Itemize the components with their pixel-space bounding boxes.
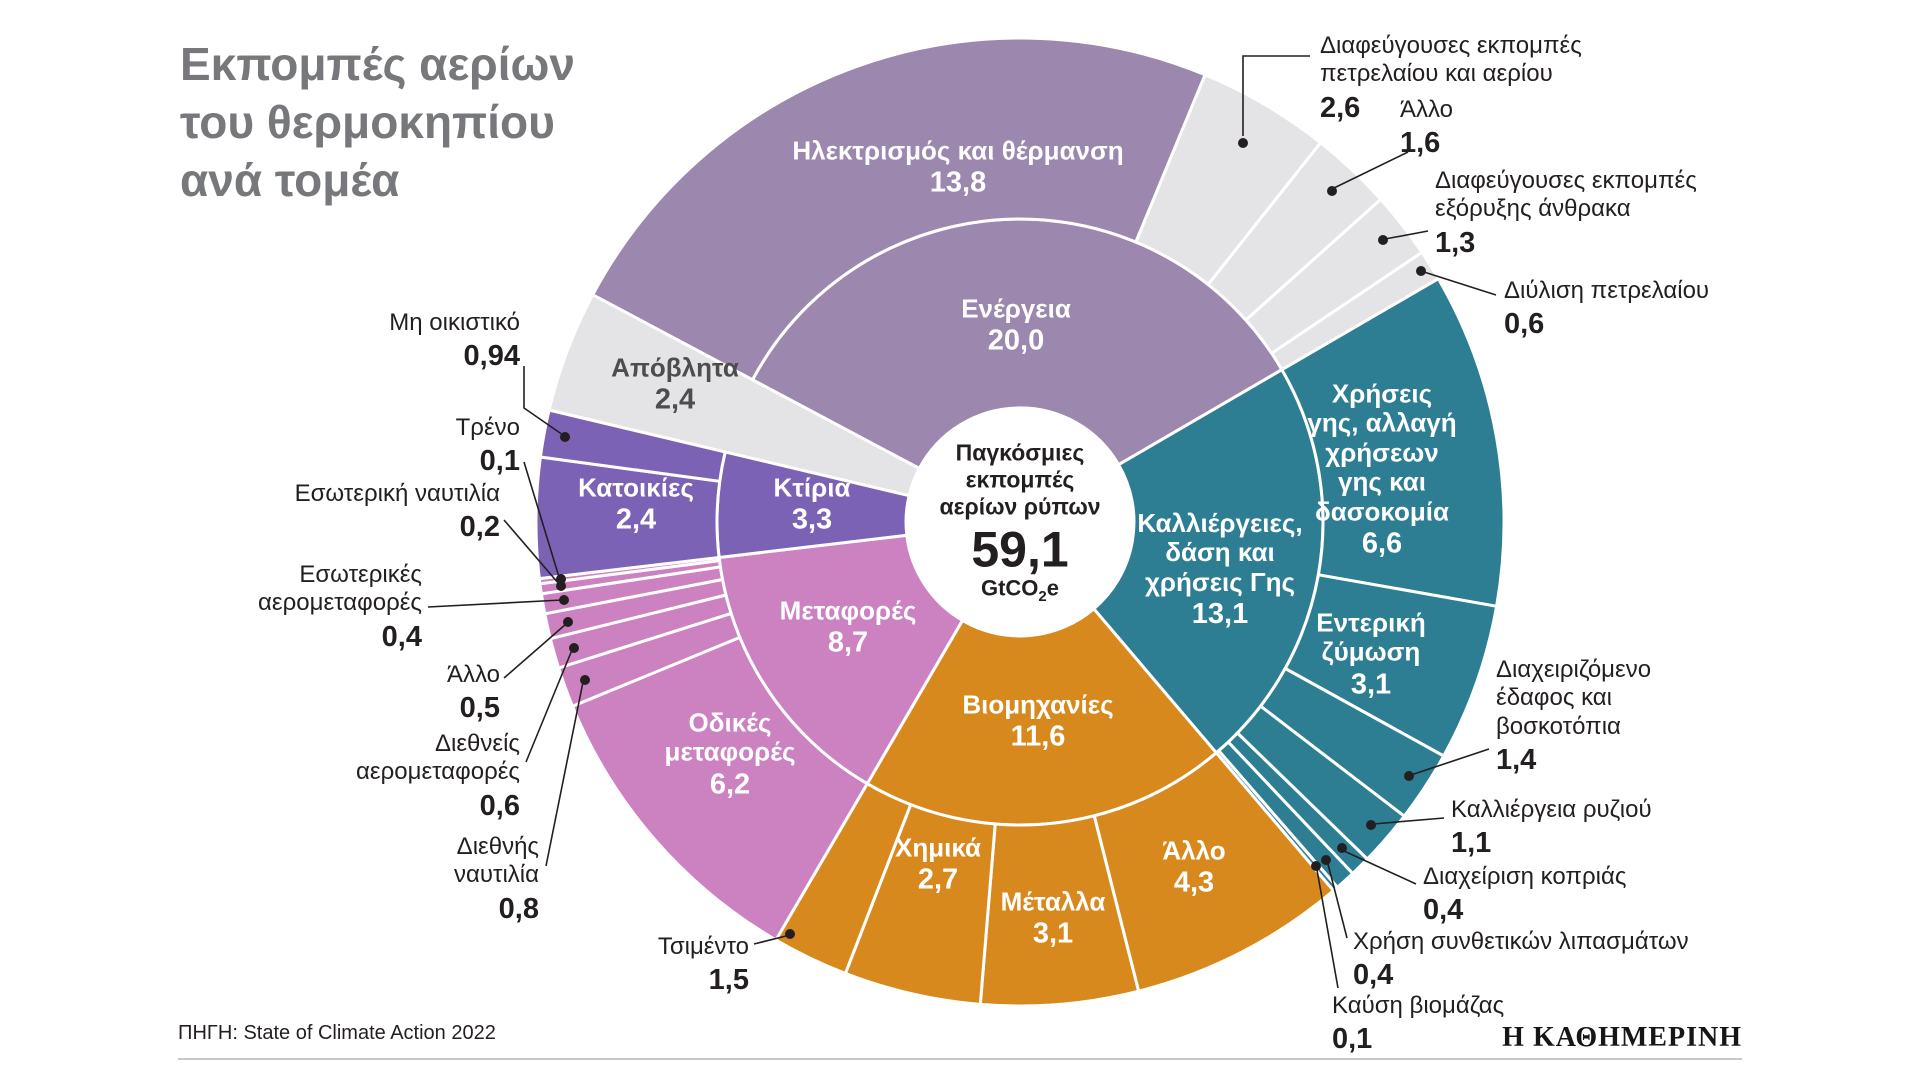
center-total-value: 59,1: [971, 521, 1069, 578]
callout-line-s3-c3: [503, 623, 567, 679]
callout-dot-s2-c3: [785, 929, 795, 939]
callout-dot-s3-c2: [569, 643, 579, 653]
callout-dot-s1-c5: [1321, 855, 1331, 865]
page-title: Εκπομπές αερίων του θερμοκηπίου ανά τομέ…: [180, 38, 575, 206]
callout-dot-s3-c4: [559, 595, 569, 605]
callout-line-s4-c1: [523, 366, 564, 436]
callout-dot-s0-c2: [1327, 186, 1337, 196]
callout-dot-s4-c1: [560, 432, 570, 442]
unit-suffix: e: [1046, 575, 1060, 601]
callout-line-s3-c5: [503, 519, 560, 585]
callout-line-s0-c1: [1242, 55, 1310, 136]
wedge-s5: [547, 293, 921, 498]
callout-line-s3-c2: [525, 649, 573, 763]
center-total-label: Παγκόσμιες εκπομπές αερίων ρύπων: [939, 439, 1101, 520]
callout-dot-s3-c1: [580, 675, 590, 685]
center-total-unit: GtCO2e: [915, 576, 1125, 604]
source-note: ΠΗΓΗ: State of Climate Action 2022: [178, 1022, 496, 1044]
callout-dot-s1-c2: [1404, 771, 1414, 781]
callout-line-s1-c6: [1316, 869, 1339, 989]
center-hole: [907, 409, 1133, 635]
center-total: Παγκόσμιες εκπομπές αερίων ρύπων 59,1 Gt…: [915, 439, 1125, 604]
unit-prefix: GtCO: [980, 575, 1039, 601]
callout-dot-s1-c6: [1311, 861, 1321, 871]
callout-line-s0-c4: [1423, 271, 1497, 296]
callout-line-s1-c3: [1372, 817, 1445, 825]
callout-line-s3-c4: [427, 599, 563, 608]
unit-subscript: 2: [1038, 587, 1047, 605]
wedge-s0-c0: [591, 36, 1207, 382]
callout-dot-s0-c1: [1238, 138, 1248, 148]
callout-line-s1-c5: [1327, 863, 1348, 939]
callout-line-s0-c2: [1333, 151, 1409, 189]
callout-dot-s3-c6: [556, 574, 566, 584]
callout-dot-s0-c3: [1378, 235, 1388, 245]
callout-dot-s1-c3: [1366, 820, 1376, 830]
callout-line-s0-c3: [1384, 230, 1429, 240]
callout-line-s3-c1: [545, 681, 584, 867]
callout-dot-s3-c3: [563, 617, 573, 627]
callout-dot-s0-c4: [1416, 266, 1426, 276]
callout-line-s1-c4: [1343, 850, 1417, 885]
callout-dot-s1-c4: [1337, 843, 1347, 853]
callout-dot-s3-c5: [556, 581, 566, 591]
footer-rule: [178, 1058, 1742, 1060]
brand-logo: Η ΚΑΘΗΜΕΡΙΝΗ: [1502, 1022, 1742, 1053]
callout-line-s2-c3: [753, 935, 787, 945]
callout-line-s3-c6: [523, 461, 560, 578]
callout-line-s1-c2: [1410, 748, 1490, 776]
